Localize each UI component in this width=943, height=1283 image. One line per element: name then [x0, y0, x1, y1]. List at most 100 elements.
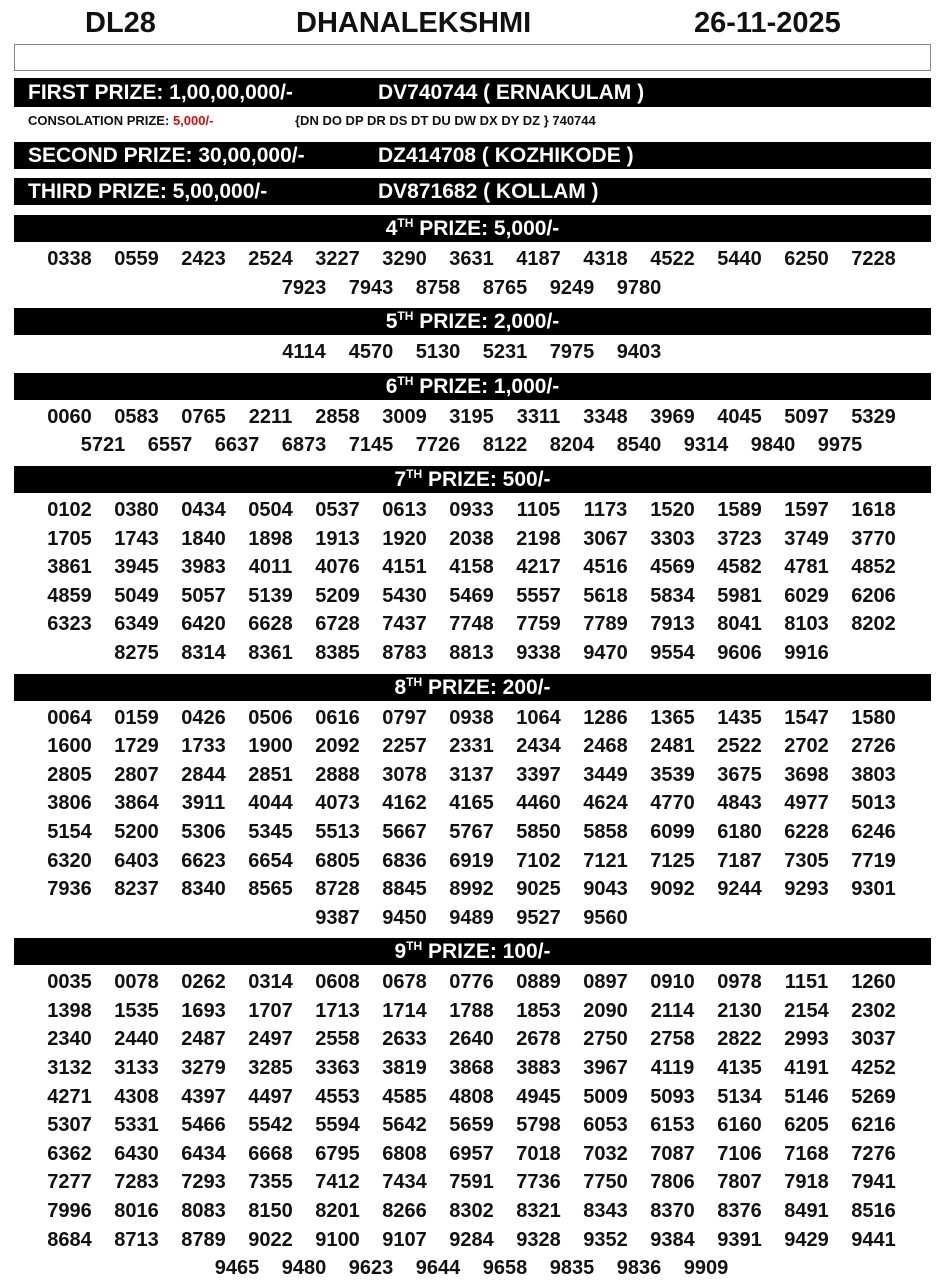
- winning-number: 4252: [851, 1057, 896, 1080]
- winning-number: 6216: [851, 1114, 896, 1137]
- winning-number: 2331: [449, 735, 494, 758]
- winning-number: 5981: [717, 584, 762, 607]
- winning-number: 6628: [248, 613, 293, 636]
- winning-number: 2090: [583, 999, 628, 1022]
- winning-number: 3803: [851, 763, 896, 786]
- winning-number: 9301: [851, 878, 896, 901]
- winning-number: 7106: [717, 1142, 762, 1165]
- winning-number: 7806: [650, 1171, 695, 1194]
- winning-number: 9328: [516, 1228, 561, 1251]
- draw-date: 26-11-2025: [694, 7, 841, 39]
- winning-number: 1693: [181, 999, 226, 1022]
- winning-number: 3303: [650, 527, 695, 550]
- winning-number: 9043: [583, 878, 628, 901]
- winning-number: 5200: [114, 820, 159, 843]
- winning-number: 1853: [516, 999, 561, 1022]
- number-grid: 0102 0380 0434 0504 0537 0613 0933 1105 1173 1520…: [36, 493, 907, 668]
- winning-number: 4165: [449, 792, 494, 815]
- winning-number: 2888: [315, 763, 360, 786]
- winning-number: 5209: [315, 584, 360, 607]
- winning-number: 9450: [382, 906, 427, 929]
- winning-number: 5146: [784, 1085, 829, 1108]
- winning-number: 6957: [449, 1142, 494, 1165]
- winning-number: 0035: [47, 971, 92, 994]
- winning-number: 2198: [516, 527, 561, 550]
- winning-number: 6805: [315, 849, 360, 872]
- winning-number: 7102: [516, 849, 561, 872]
- winning-number: 4271: [47, 1085, 92, 1108]
- winning-number: 8150: [248, 1200, 293, 1223]
- winning-number: 1920: [382, 527, 427, 550]
- winning-number: 9527: [516, 906, 561, 929]
- winning-number: 0102: [47, 498, 92, 521]
- winning-number: 7943: [348, 276, 394, 299]
- winning-number: 6206: [851, 584, 896, 607]
- winning-number: 3864: [114, 792, 159, 815]
- winning-number: 3290: [382, 248, 427, 270]
- winning-number: 4151: [382, 556, 427, 579]
- winning-number: 1365: [650, 706, 695, 729]
- prize-ordinal: 7: [394, 467, 407, 491]
- prize-ordinal-suffix: TH: [397, 216, 414, 230]
- winning-number: 9840: [750, 434, 796, 457]
- winning-number: 1743: [114, 527, 159, 550]
- winning-number: 2633: [382, 1028, 427, 1051]
- winning-number: 1913: [315, 527, 360, 550]
- prize-heading-bar: 4TH PRIZE: 5,000/-: [14, 215, 931, 242]
- winning-number: 5618: [583, 584, 628, 607]
- winning-number: 8275: [114, 641, 159, 664]
- winning-number: 3285: [248, 1057, 293, 1080]
- winning-number: 5440: [717, 248, 762, 270]
- winning-number: 1707: [248, 999, 293, 1022]
- winning-number: 2807: [114, 763, 159, 786]
- winning-number: 7277: [47, 1171, 92, 1194]
- winning-number: 7437: [382, 613, 427, 636]
- winning-number: 4158: [449, 556, 494, 579]
- winning-number: 0938: [449, 706, 494, 729]
- winning-number: 8376: [717, 1200, 762, 1223]
- winning-number: 6320: [47, 849, 92, 872]
- winning-number: 4843: [717, 792, 762, 815]
- winning-number: 7121: [583, 849, 628, 872]
- winning-number: 6053: [583, 1114, 628, 1137]
- winning-number: 8758: [415, 276, 461, 299]
- winning-number: 6349: [114, 613, 159, 636]
- winning-number: 5307: [47, 1114, 92, 1137]
- winning-number: 6623: [181, 849, 226, 872]
- winning-number: 4808: [449, 1085, 494, 1108]
- winning-number: 6873: [281, 434, 327, 457]
- winning-number: 1714: [382, 999, 427, 1022]
- winning-number: 9022: [248, 1228, 293, 1251]
- winning-number: 1398: [47, 999, 92, 1022]
- winning-number: 7305: [784, 849, 829, 872]
- winning-number: 4859: [47, 584, 92, 607]
- winning-number: 7283: [114, 1171, 159, 1194]
- winning-number: 4497: [248, 1085, 293, 1108]
- winning-number: 7941: [851, 1171, 896, 1194]
- winning-number: 1840: [181, 527, 226, 550]
- winning-number: 2481: [650, 735, 695, 758]
- winning-number: 3723: [717, 527, 762, 550]
- winning-number: 3770: [851, 527, 896, 550]
- winning-number: 1286: [583, 706, 628, 729]
- winning-number: 9384: [650, 1228, 695, 1251]
- winning-number: 5557: [516, 584, 561, 607]
- winning-number: 1151: [784, 971, 829, 994]
- winning-number: 7412: [315, 1171, 360, 1194]
- winning-number: 5850: [516, 820, 561, 843]
- winning-number: 1064: [516, 706, 561, 729]
- winning-number: 5466: [181, 1114, 226, 1137]
- winning-number: 9909: [683, 1257, 729, 1280]
- winning-number: 7228: [851, 248, 896, 270]
- winning-number: 5097: [784, 405, 829, 428]
- winning-number: 1520: [650, 498, 695, 521]
- winning-number: 6637: [214, 434, 260, 457]
- winning-number: 3078: [382, 763, 427, 786]
- winning-number: 6246: [851, 820, 896, 843]
- winning-number: 6795: [315, 1142, 360, 1165]
- number-grid: 0035 0078 0262 0314 0608 0678 0776 0889 0897 0910…: [36, 965, 907, 1283]
- winning-number: 9314: [683, 434, 729, 457]
- top-prize-bar: FIRST PRIZE: 1,00,00,000/- DV740744 ( ERN…: [14, 78, 931, 107]
- winning-number: 5798: [516, 1114, 561, 1137]
